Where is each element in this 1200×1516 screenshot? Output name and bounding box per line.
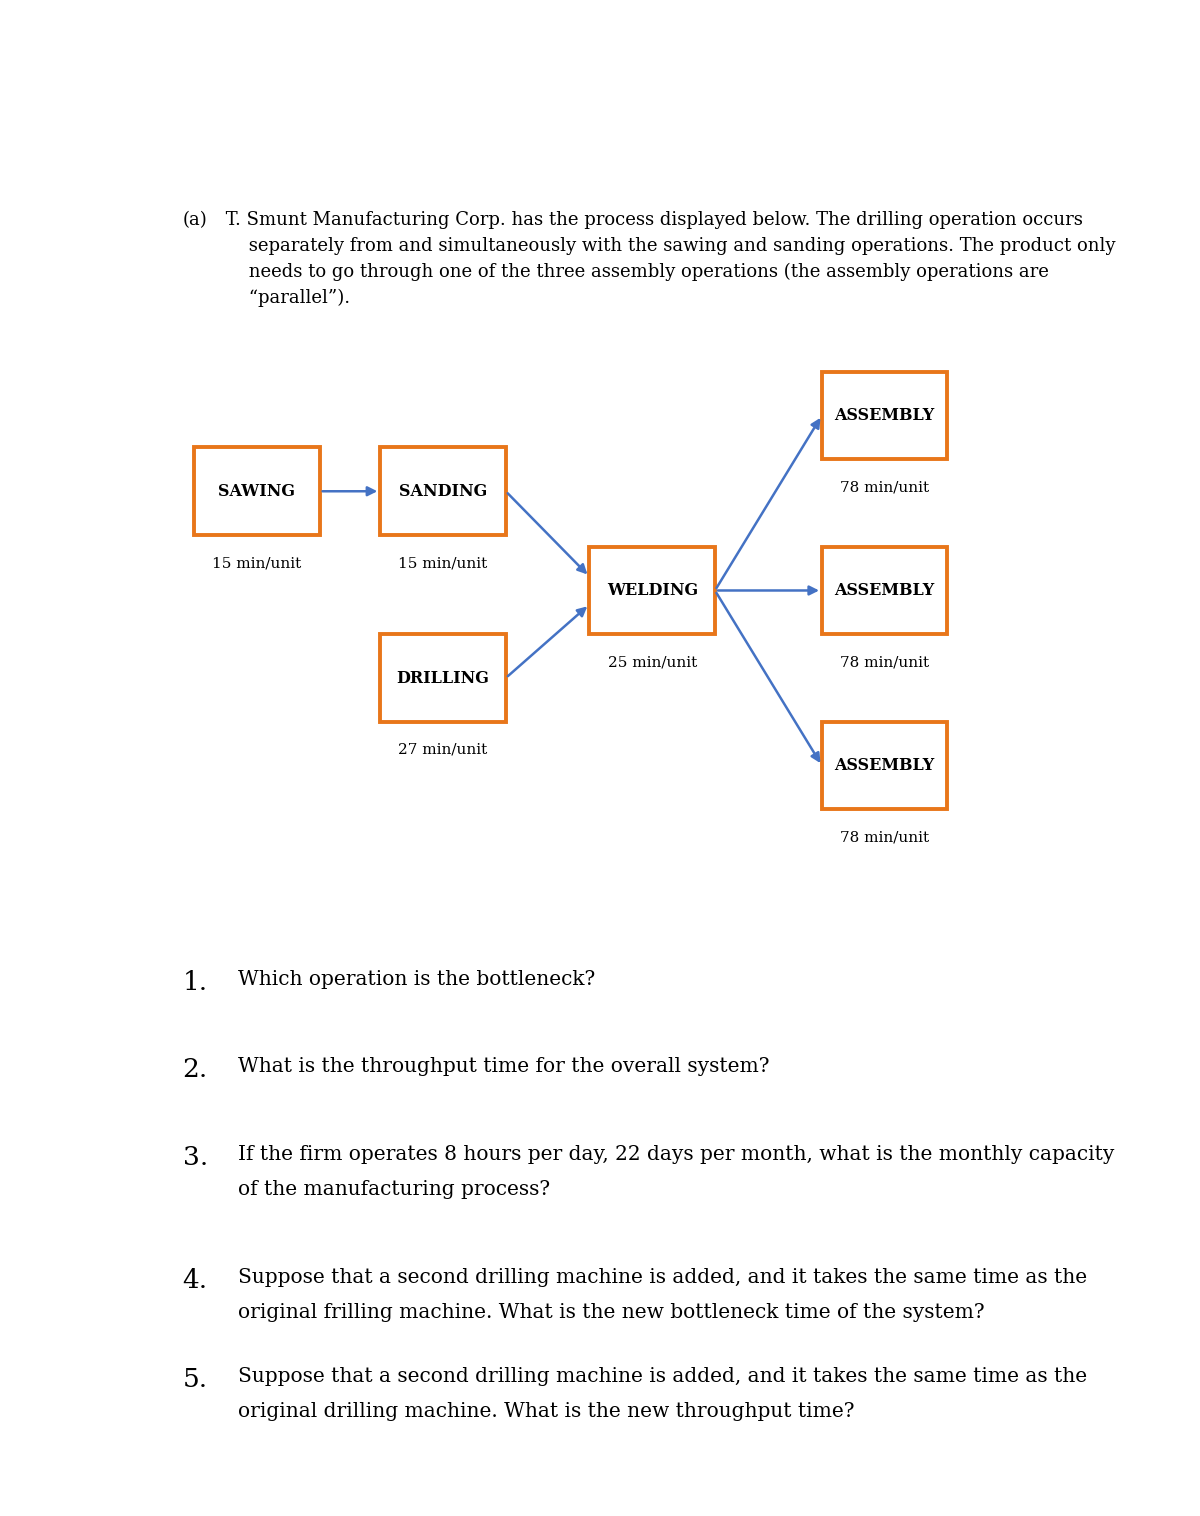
- Text: of the manufacturing process?: of the manufacturing process?: [239, 1179, 551, 1199]
- Text: Which operation is the bottleneck?: Which operation is the bottleneck?: [239, 970, 595, 988]
- FancyBboxPatch shape: [822, 722, 948, 810]
- Text: SAWING: SAWING: [218, 482, 295, 500]
- FancyBboxPatch shape: [380, 447, 505, 535]
- Text: 1.: 1.: [182, 970, 208, 994]
- Text: DRILLING: DRILLING: [396, 670, 490, 687]
- Text: ASSEMBLY: ASSEMBLY: [834, 406, 935, 424]
- Text: (a): (a): [182, 211, 208, 229]
- Text: 5.: 5.: [182, 1367, 208, 1392]
- FancyBboxPatch shape: [380, 634, 505, 722]
- FancyBboxPatch shape: [822, 371, 948, 459]
- Text: ASSEMBLY: ASSEMBLY: [834, 756, 935, 775]
- Text: 78 min/unit: 78 min/unit: [840, 655, 929, 669]
- Text: T. Smunt Manufacturing Corp. has the process displayed below. The drilling opera: T. Smunt Manufacturing Corp. has the pro…: [220, 211, 1115, 306]
- Text: WELDING: WELDING: [607, 582, 697, 599]
- Text: 15 min/unit: 15 min/unit: [212, 556, 301, 570]
- Text: If the firm operates 8 hours per day, 22 days per month, what is the monthly cap: If the firm operates 8 hours per day, 22…: [239, 1145, 1115, 1164]
- Text: 78 min/unit: 78 min/unit: [840, 831, 929, 844]
- Text: What is the throughput time for the overall system?: What is the throughput time for the over…: [239, 1058, 770, 1076]
- Text: ASSEMBLY: ASSEMBLY: [834, 582, 935, 599]
- Text: 4.: 4.: [182, 1267, 208, 1293]
- Text: 15 min/unit: 15 min/unit: [398, 556, 487, 570]
- Text: 2.: 2.: [182, 1058, 208, 1082]
- Text: original frilling machine. What is the new bottleneck time of the system?: original frilling machine. What is the n…: [239, 1302, 985, 1322]
- FancyBboxPatch shape: [194, 447, 319, 535]
- Text: 78 min/unit: 78 min/unit: [840, 481, 929, 494]
- Text: original drilling machine. What is the new throughput time?: original drilling machine. What is the n…: [239, 1402, 854, 1420]
- Text: 3.: 3.: [182, 1145, 208, 1170]
- FancyBboxPatch shape: [822, 547, 948, 634]
- FancyBboxPatch shape: [589, 547, 715, 634]
- Text: 25 min/unit: 25 min/unit: [607, 655, 697, 669]
- Text: Suppose that a second drilling machine is added, and it takes the same time as t: Suppose that a second drilling machine i…: [239, 1267, 1087, 1287]
- Text: 27 min/unit: 27 min/unit: [398, 743, 487, 756]
- Text: SANDING: SANDING: [398, 482, 487, 500]
- Text: Suppose that a second drilling machine is added, and it takes the same time as t: Suppose that a second drilling machine i…: [239, 1367, 1087, 1386]
